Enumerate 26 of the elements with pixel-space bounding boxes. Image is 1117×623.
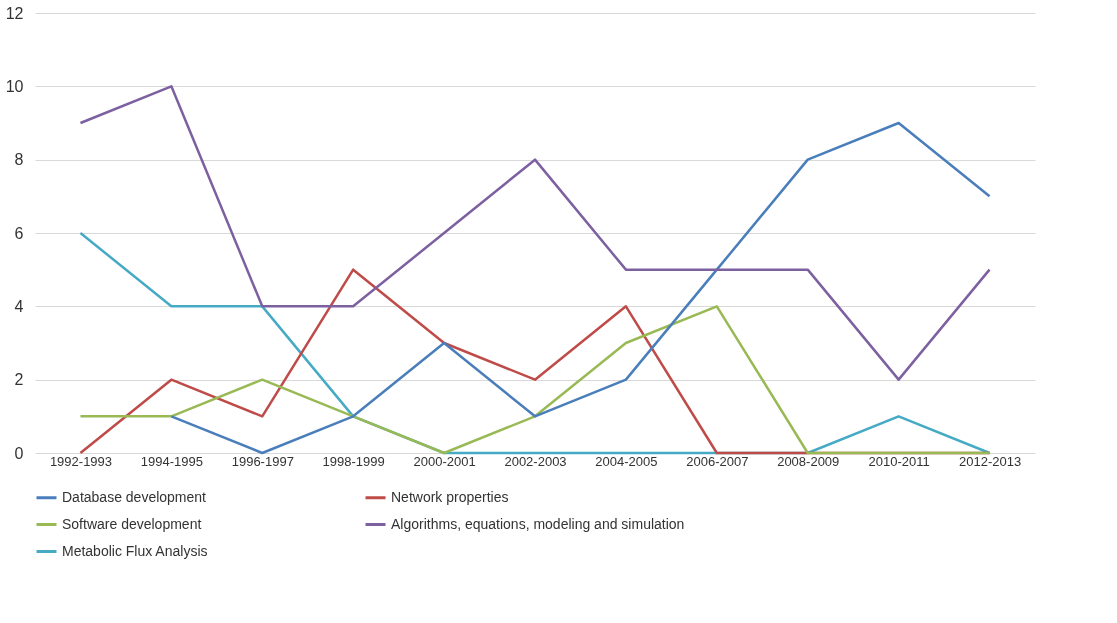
y-tick-label: 8 (14, 151, 24, 169)
x-tick-label: 2000-2001 (413, 453, 476, 469)
y-tick-label: 0 (14, 444, 24, 462)
x-tick-label: 2010-2011 (868, 453, 930, 469)
x-tick-label: 1998-1999 (322, 453, 385, 469)
y-tick-label: 2 (14, 371, 24, 389)
x-tick-label: 2002-2003 (504, 453, 567, 469)
x-tick-label: 1992-1993 (49, 453, 113, 469)
x-tick-label: 1994-1995 (140, 453, 203, 469)
x-tick-label: 2004-2005 (595, 453, 658, 469)
legend-label: Database development (62, 488, 207, 505)
x-tick-label: 2006-2007 (686, 453, 749, 469)
y-tick-label: 12 (5, 4, 24, 22)
legend-label: Network properties (391, 488, 509, 505)
y-tick-label: 10 (5, 77, 24, 95)
x-tick-label: 2008-2009 (777, 453, 840, 469)
line-series (79, 85, 991, 381)
y-tick-label: 4 (14, 297, 24, 315)
line-series (79, 305, 991, 455)
legend-label: Algorithms, equations, modeling and simulation (391, 515, 685, 532)
legend-label: Metabolic Flux Analysis (62, 542, 208, 559)
x-tick-label: 2012-2013 (958, 453, 1022, 469)
legend-label: Software development (62, 515, 202, 532)
x-tick-label: 1996-1997 (231, 453, 294, 469)
line-series (170, 121, 991, 455)
y-tick-label: 6 (14, 224, 24, 242)
